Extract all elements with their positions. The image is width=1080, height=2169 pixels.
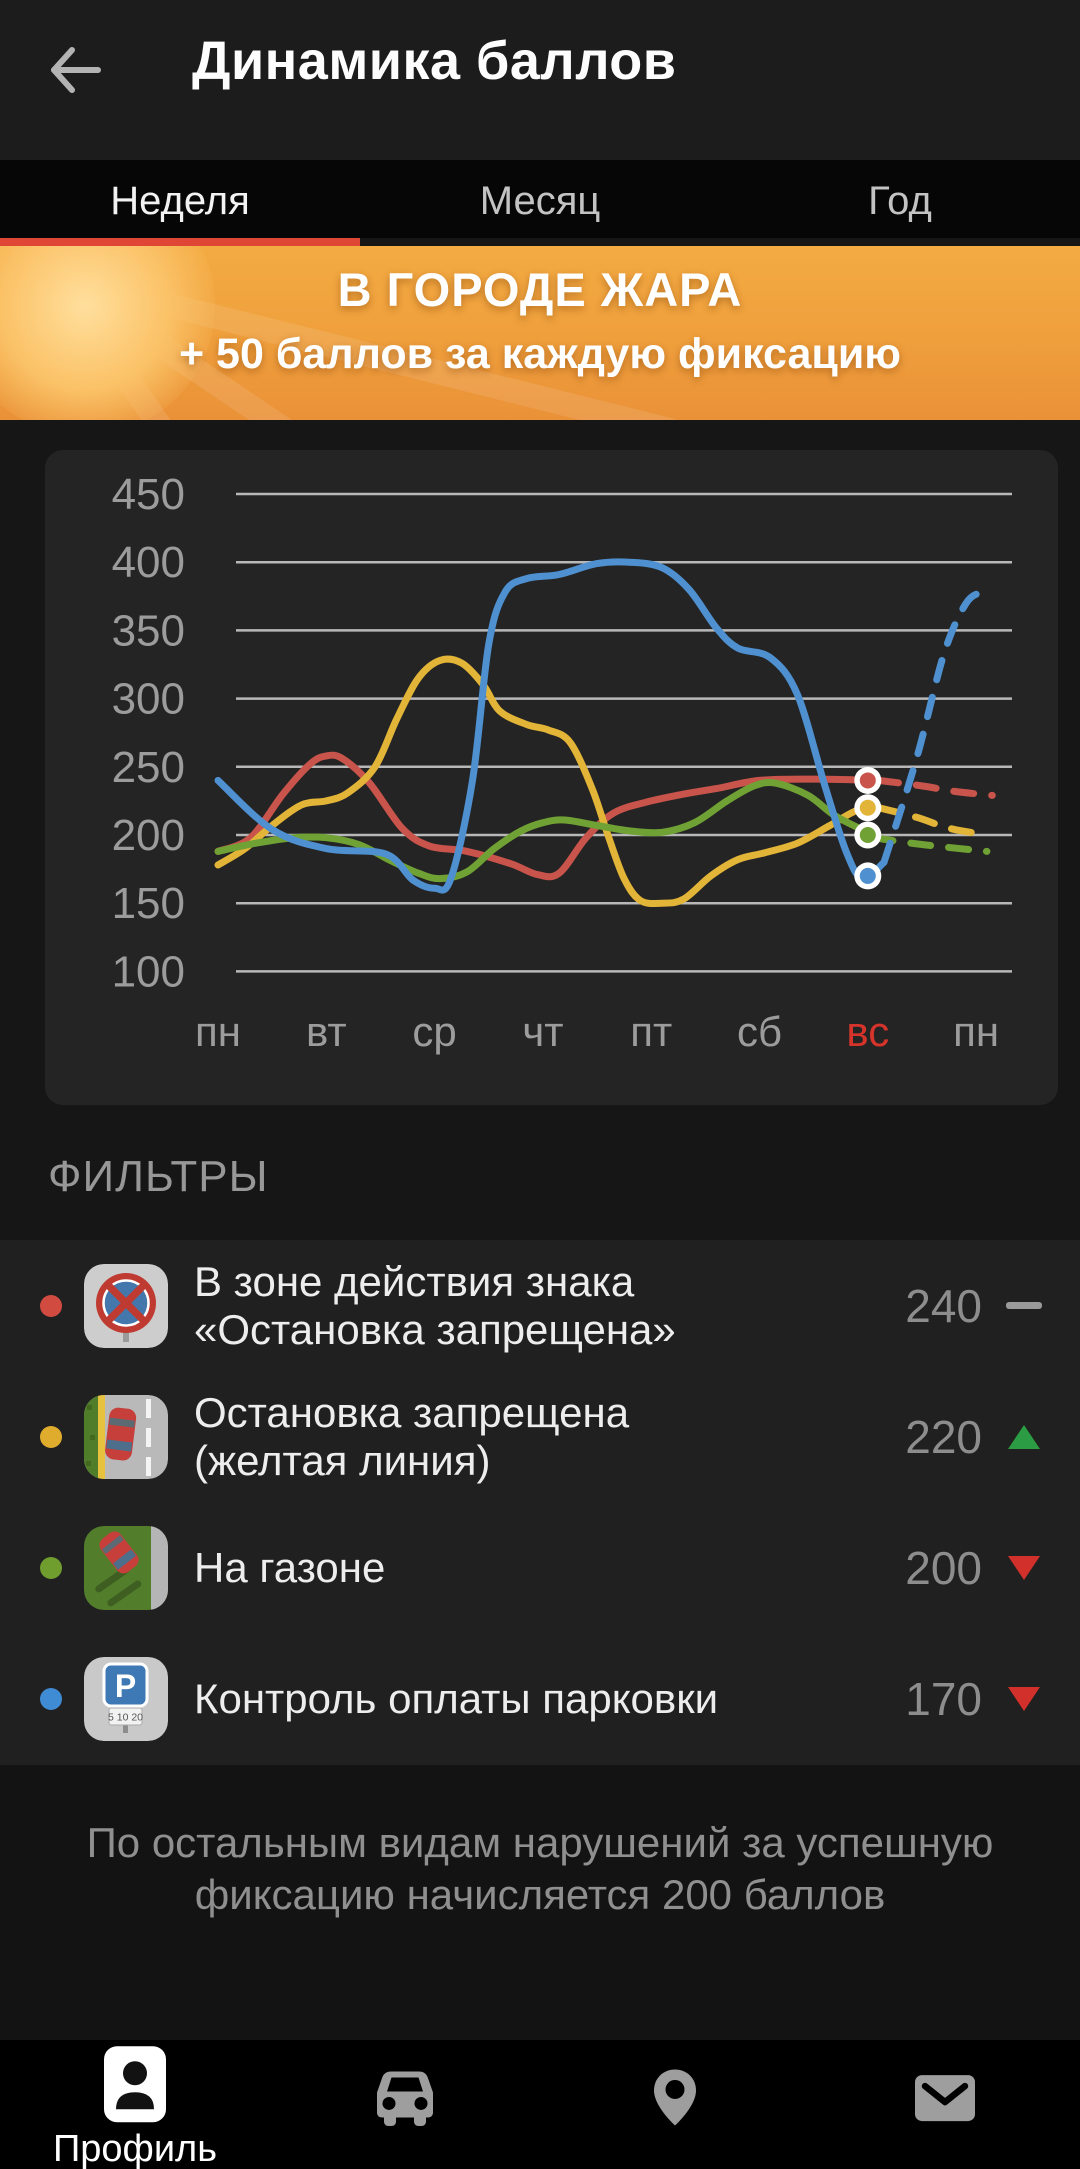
nav-item-messages[interactable] (810, 2040, 1080, 2169)
filter-value: 240 (905, 1279, 982, 1332)
footnote-line1: По остальным видам нарушений за успешную (86, 1819, 994, 1866)
tab-month[interactable]: Месяц (479, 179, 601, 223)
nav-label-profile: Профиль (52, 2128, 218, 2169)
svg-text:300: 300 (112, 675, 185, 724)
tab-week[interactable]: Неделя (110, 179, 250, 223)
svg-text:200: 200 (112, 811, 185, 860)
lawn-parking-icon (84, 1525, 168, 1610)
filter-title-line2: «Остановка запрещена» (194, 1305, 676, 1353)
location-pin-icon (652, 2068, 698, 2131)
no-stopping-sign-icon (84, 1263, 168, 1348)
bottom-nav: Профиль (0, 2040, 1080, 2169)
nav-item-car[interactable] (270, 2040, 540, 2169)
chart-panel: 450 400 350 300 250 200 150 100 пн вт ср чт пт сб вс пн (45, 450, 1058, 1105)
no-stopping-sign-icon (84, 1263, 168, 1348)
parking-icon: P 5 10 20 (84, 1656, 168, 1741)
active-tab-indicator (0, 238, 360, 246)
filter-title-line1: На газоне (194, 1543, 386, 1591)
svg-text:450: 450 (112, 470, 185, 519)
series-color-dot (40, 1687, 62, 1710)
trend-up (996, 1417, 1052, 1457)
footnote-line2: фиксацию начисляется 200 баллов (194, 1871, 886, 1918)
filter-title-line1: В зоне действия знака (194, 1257, 635, 1305)
series-color-dot (40, 1294, 62, 1317)
filter-list: В зоне действия знака «Остановка запреще… (0, 1240, 1080, 1765)
filter-title-line2: (желтая линия) (194, 1436, 491, 1484)
svg-text:пт: пт (630, 1008, 672, 1055)
filter-title-line1: Контроль оплаты парковки (194, 1674, 719, 1722)
svg-text:400: 400 (112, 538, 185, 587)
sun-icon (0, 246, 215, 420)
svg-text:вт: вт (306, 1008, 347, 1055)
svg-text:150: 150 (112, 879, 185, 928)
footnote: По остальным видам нарушений за успешную… (0, 1765, 1080, 2040)
svg-text:ср: ср (412, 1008, 456, 1055)
filter-value: 170 (905, 1672, 982, 1725)
svg-text:вс: вс (846, 1008, 889, 1055)
yellow-line-road-icon (84, 1394, 168, 1479)
trend-flat (996, 1286, 1052, 1326)
svg-text:чт: чт (522, 1008, 563, 1055)
nav-item-map[interactable] (540, 2040, 810, 2169)
lawn-icon (84, 1525, 168, 1610)
parking-sign-icon: P 5 10 20 (84, 1656, 168, 1741)
filter-value: 220 (905, 1410, 982, 1463)
filter-row[interactable]: P 5 10 20 Контроль оплаты парковки 170 (0, 1633, 1080, 1764)
series-color-dot (40, 1556, 62, 1579)
back-arrow-icon (51, 47, 101, 93)
trend-down-icon (1008, 1555, 1040, 1580)
page-title: Динамика баллов (192, 31, 677, 91)
svg-text:100: 100 (112, 947, 185, 996)
app-header: Динамика баллов (0, 0, 1080, 160)
banner-title: В ГОРОДЕ ЖАРА (337, 263, 743, 316)
trend-down (996, 1679, 1052, 1719)
svg-text:пн: пн (195, 1008, 241, 1055)
svg-text:сб: сб (737, 1008, 782, 1055)
svg-text:пн: пн (953, 1008, 999, 1055)
filter-row[interactable]: На газоне 200 (0, 1502, 1080, 1633)
promo-banner[interactable]: В ГОРОДЕ ЖАРА + 50 баллов за каждую фикс… (0, 246, 1080, 420)
svg-text:P: P (115, 1668, 136, 1704)
svg-text:5 10 20: 5 10 20 (108, 1711, 143, 1723)
profile-icon (103, 2045, 167, 2128)
trend-down-icon (1008, 1686, 1040, 1711)
svg-text:250: 250 (112, 743, 185, 792)
series-color-dot (40, 1425, 62, 1448)
filter-row[interactable]: В зоне действия знака «Остановка запреще… (0, 1240, 1080, 1371)
back-button[interactable] (42, 38, 106, 102)
trend-down (996, 1548, 1052, 1588)
filter-row[interactable]: Остановка запрещена (желтая линия) 220 (0, 1371, 1080, 1502)
filters-heading: ФИЛЬТРЫ (48, 1152, 269, 1201)
nav-item-profile[interactable]: Профиль (0, 2040, 270, 2169)
filter-value: 200 (905, 1541, 982, 1594)
svg-text:350: 350 (112, 606, 185, 655)
tab-year[interactable]: Год (868, 179, 932, 223)
period-tabs: Неделя Месяц Год (0, 160, 1080, 238)
yellow-line-icon (84, 1394, 168, 1479)
filter-title-line1: Остановка запрещена (194, 1388, 630, 1436)
car-icon (374, 2068, 436, 2131)
trend-flat-icon (1006, 1302, 1042, 1309)
banner-subtitle: + 50 баллов за каждую фиксацию (179, 330, 901, 378)
trend-up-icon (1008, 1424, 1040, 1449)
mail-icon (915, 2073, 975, 2128)
